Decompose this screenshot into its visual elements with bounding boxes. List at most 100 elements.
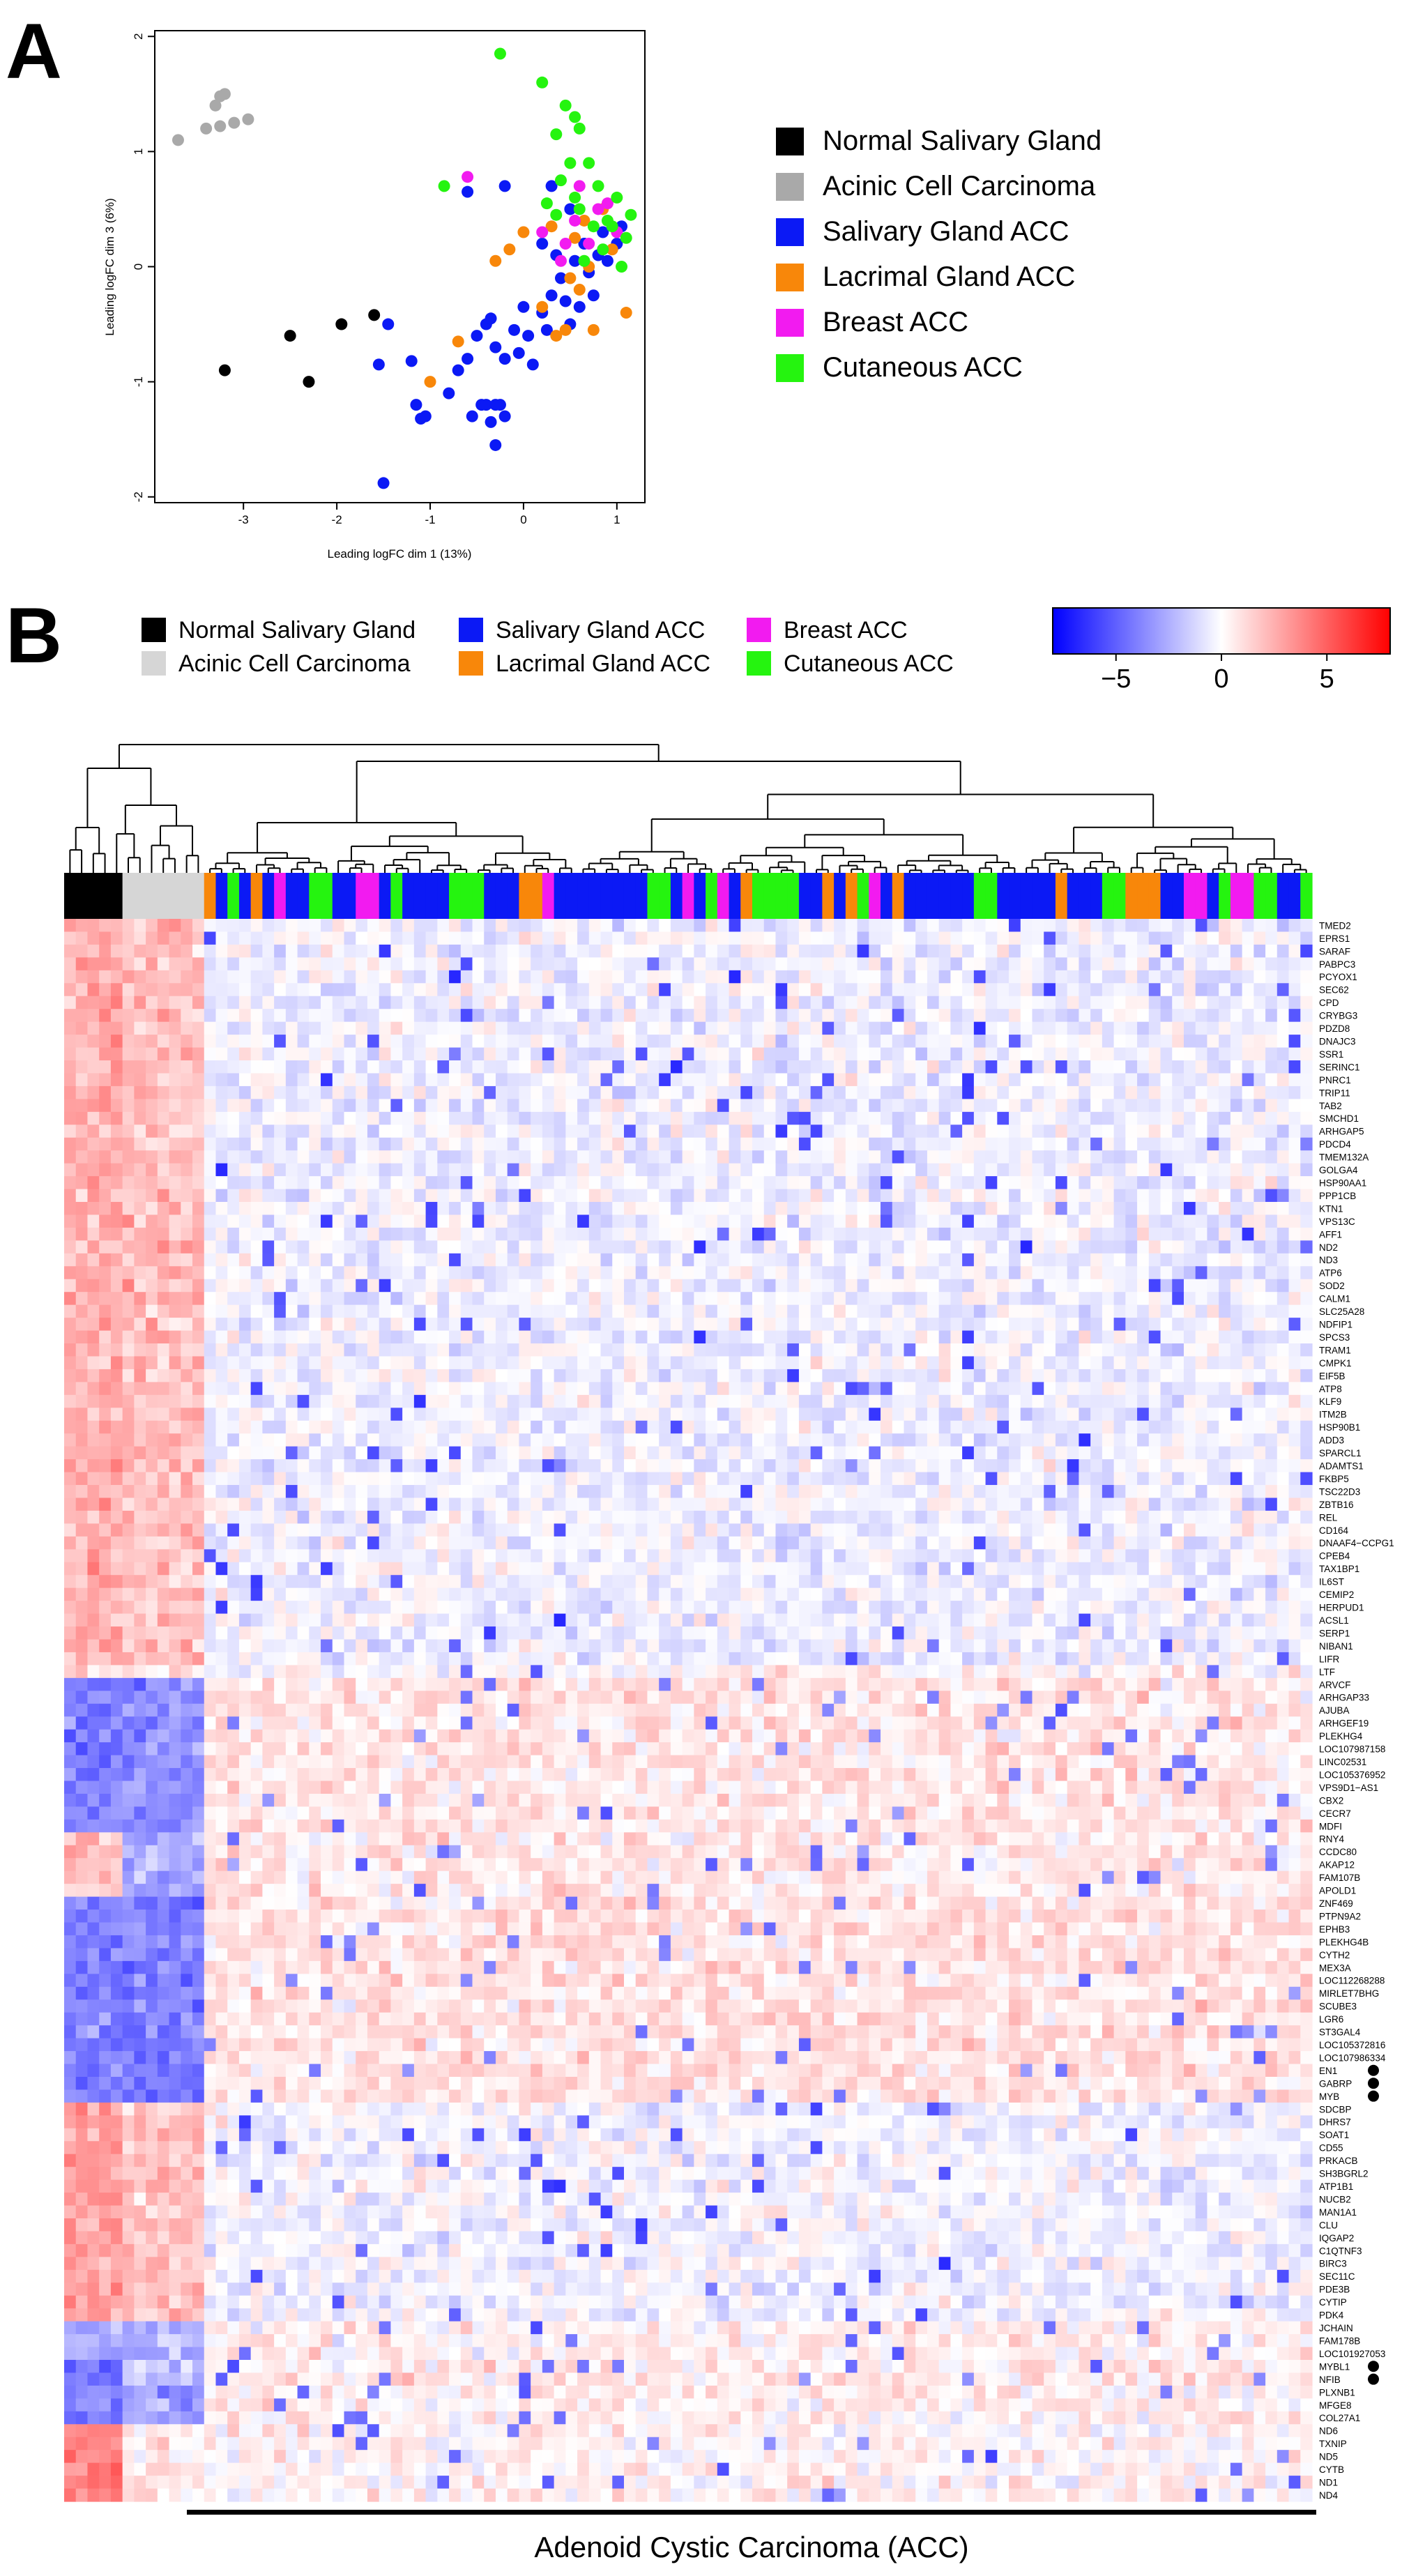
heatmap-cell	[962, 1164, 974, 1177]
heatmap-cell	[1079, 919, 1090, 932]
heatmap-cell	[169, 1112, 181, 1125]
heatmap-cell	[158, 1292, 169, 1305]
heatmap-cell	[239, 996, 251, 1009]
heatmap-cell	[986, 1048, 998, 1061]
heatmap-cell	[227, 1369, 239, 1382]
heatmap-cell	[1196, 1060, 1207, 1074]
heatmap-cell	[881, 1086, 892, 1099]
heatmap-cell	[146, 1048, 158, 1061]
heatmap-cell	[1219, 945, 1230, 958]
heatmap-cell	[390, 1060, 402, 1074]
heatmap-cell	[659, 1214, 671, 1228]
heatmap-cell	[344, 1343, 356, 1357]
heatmap-cell	[822, 1086, 834, 1099]
heatmap-cell	[251, 1099, 263, 1112]
heatmap-cell	[717, 1086, 729, 1099]
heatmap-cell	[1196, 1266, 1207, 1279]
heatmap-cell	[251, 1060, 263, 1074]
heatmap-cell	[1149, 1099, 1161, 1112]
heatmap-cell	[87, 1202, 99, 1215]
heatmap-cell	[1207, 1228, 1219, 1241]
heatmap-cell	[169, 1395, 181, 1408]
heatmap-cell	[1009, 1433, 1021, 1447]
heatmap-cell	[309, 1009, 321, 1022]
heatmap-cell	[554, 1382, 566, 1395]
heatmap-cell	[647, 983, 659, 996]
heatmap-cell	[134, 1035, 146, 1048]
sample-annotation	[869, 873, 881, 919]
heatmap-cell	[367, 996, 379, 1009]
heatmap-cell	[215, 945, 227, 958]
heatmap-cell	[858, 1240, 869, 1253]
heatmap-cell	[1172, 970, 1184, 984]
heatmap-cell	[683, 1395, 694, 1408]
heatmap-cell	[577, 1022, 589, 1035]
sample-annotation	[1184, 873, 1196, 919]
heatmap-cell	[624, 1369, 636, 1382]
heatmap-cell	[321, 983, 333, 996]
heatmap-cell	[1044, 919, 1056, 932]
heatmap-cell	[519, 1189, 531, 1203]
heatmap-cell	[915, 1433, 927, 1447]
heatmap-cell	[927, 996, 939, 1009]
heatmap-cell	[519, 1112, 531, 1125]
heatmap-cell	[1161, 1292, 1173, 1305]
heatmap-cell	[134, 1073, 146, 1086]
heatmap-cell	[286, 1240, 298, 1253]
heatmap-cell	[356, 1009, 367, 1022]
heatmap-cell	[974, 1331, 986, 1344]
heatmap-cell	[204, 1202, 216, 1215]
heatmap-cell	[414, 1150, 426, 1164]
heatmap-cell	[402, 1202, 414, 1215]
heatmap-cell	[169, 1202, 181, 1215]
heatmap-cell	[390, 1176, 402, 1189]
heatmap-cell	[811, 1318, 823, 1331]
heatmap-cell	[577, 919, 589, 932]
sample-annotation	[834, 873, 846, 919]
heatmap-cell	[1161, 919, 1173, 932]
heatmap-cell	[565, 983, 577, 996]
heatmap-cell	[1067, 1292, 1079, 1305]
heatmap-cell	[192, 1408, 204, 1421]
heatmap-cell	[869, 1253, 881, 1267]
heatmap-cell	[1090, 1279, 1102, 1293]
heatmap-cell	[1033, 1164, 1044, 1177]
heatmap-cell	[683, 957, 694, 970]
heatmap-cell	[1184, 1240, 1196, 1253]
heatmap-cell	[1056, 1395, 1067, 1408]
heatmap-cell	[484, 983, 496, 996]
heatmap-cell	[402, 957, 414, 970]
heatmap-cell	[612, 1202, 624, 1215]
heatmap-cell	[1161, 1369, 1173, 1382]
heatmap-cell	[1254, 1331, 1265, 1344]
heatmap-cell	[858, 1343, 869, 1357]
heatmap-cell	[1009, 1125, 1021, 1138]
heatmap-cell	[834, 1382, 846, 1395]
heatmap-cell	[390, 1164, 402, 1177]
heatmap-cell	[123, 1099, 135, 1112]
heatmap-cell	[274, 1073, 286, 1086]
heatmap-cell	[846, 1150, 858, 1164]
heatmap-cell	[601, 983, 613, 996]
heatmap-cell	[1219, 919, 1230, 932]
heatmap-cell	[227, 957, 239, 970]
heatmap-cell	[671, 996, 683, 1009]
heatmap-cell	[565, 1356, 577, 1369]
heatmap-cell	[215, 1048, 227, 1061]
heatmap-cell	[694, 1421, 706, 1434]
heatmap-cell	[974, 1048, 986, 1061]
heatmap-cell	[1230, 1112, 1242, 1125]
heatmap-cell	[554, 1189, 566, 1203]
heatmap-cell	[379, 1073, 391, 1086]
heatmap-cell	[1149, 1395, 1161, 1408]
heatmap-cell	[1289, 1331, 1301, 1344]
heatmap-cell	[1056, 970, 1067, 984]
heatmap-cell	[811, 1086, 823, 1099]
heatmap-cell	[577, 1035, 589, 1048]
heatmap-cell	[997, 1125, 1009, 1138]
heatmap-cell	[262, 1112, 274, 1125]
heatmap-cell	[64, 1112, 76, 1125]
heatmap-cell	[333, 1228, 344, 1241]
heatmap-cell	[473, 1214, 485, 1228]
